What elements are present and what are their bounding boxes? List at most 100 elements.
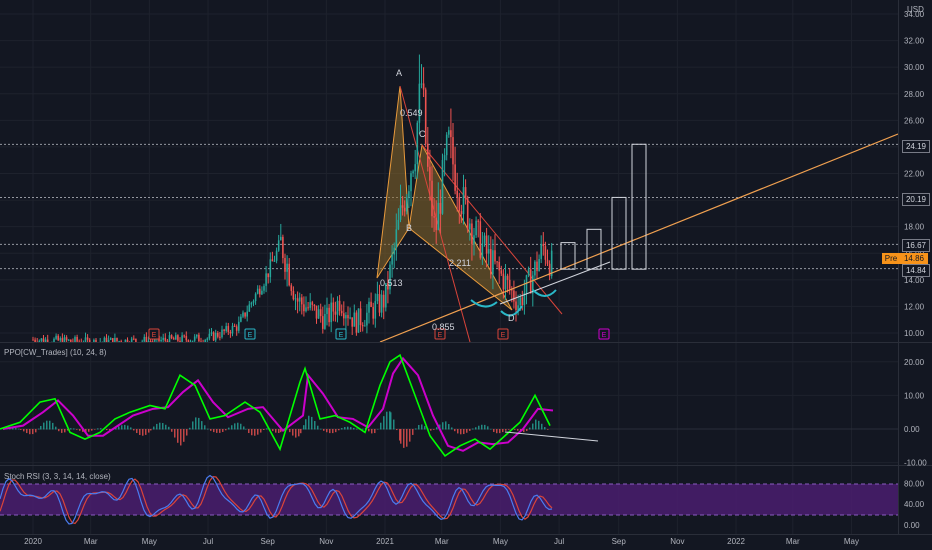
ppo-hist-bar (38, 428, 40, 430)
pattern-ratio-3: 2.211 (449, 258, 471, 268)
price-candles[interactable] (32, 54, 553, 352)
price-tick-label: 30.00 (904, 63, 925, 72)
ppo-hist-bar (150, 429, 152, 431)
candle-body (74, 337, 76, 342)
candle-body (513, 290, 515, 302)
premarket-tag[interactable]: Pre (882, 253, 900, 264)
candle-body (70, 339, 72, 342)
earnings-marker[interactable] (434, 328, 446, 340)
ppo-hist-bar (18, 428, 20, 430)
ppo-hist-bar (323, 429, 325, 431)
candle-body (441, 160, 444, 214)
time-axis[interactable]: 2020 Mar May Jul Sep Nov 2021 Mar May Jul Sep Nov 20… (24, 537, 859, 546)
candle-body (76, 337, 78, 342)
candle-body (479, 221, 482, 258)
ppo-hist-bar (97, 428, 99, 430)
candle-body (466, 198, 469, 230)
ppo-hist-bar (362, 428, 364, 430)
candle-body (206, 338, 209, 341)
ppo-hist-bar (532, 423, 534, 430)
ppo-hist-bar (139, 429, 141, 435)
earnings-marker[interactable] (244, 328, 256, 340)
ppo-hist-bar (499, 429, 501, 434)
ppo-hist-bar (406, 429, 408, 447)
candle-body (204, 340, 206, 342)
candle-body (389, 264, 391, 290)
candle-body (378, 293, 381, 313)
ppo-hist-bar (448, 424, 450, 430)
candle-body (324, 314, 326, 329)
time-tick-label: Sep (612, 537, 627, 546)
arc-3[interactable] (532, 289, 557, 297)
candle-body (370, 301, 372, 307)
candle-body (160, 339, 162, 342)
ppo-hist-bar (347, 426, 349, 430)
ppo-hist-bar (35, 429, 37, 433)
earnings-marker[interactable] (148, 328, 160, 340)
harmonic-pattern-bcd[interactable] (408, 143, 513, 311)
candle-body (502, 273, 505, 290)
price-tag-20-19[interactable]: 20.19 (902, 193, 930, 206)
candle-body (464, 187, 467, 199)
time-tick-label: Mar (786, 537, 800, 546)
arc-1[interactable] (470, 299, 498, 308)
candle-body (210, 332, 213, 334)
candle-body (193, 336, 196, 341)
candle-body (332, 302, 335, 312)
time-tick-label: 2020 (24, 537, 42, 546)
candle-body (177, 335, 179, 341)
earnings-marker[interactable] (497, 328, 509, 340)
candle-body (290, 285, 293, 291)
ppo-hist-bar (424, 426, 426, 430)
candle-body (34, 339, 36, 342)
candle-body (427, 143, 429, 167)
projection-box[interactable] (631, 143, 647, 270)
projection-box[interactable] (611, 196, 627, 270)
ppo-hist-bar (457, 429, 459, 434)
candle-body (123, 344, 125, 345)
candle-body (309, 302, 311, 308)
earnings-marker[interactable] (598, 328, 610, 340)
ppo-hist-bar (64, 429, 66, 433)
projection-box[interactable] (586, 228, 602, 270)
candle-body (126, 339, 129, 342)
stoch-indicator-title[interactable]: Stoch RSI (3, 3, 14, 14, close) (4, 472, 111, 481)
red-trendline-2[interactable] (421, 144, 563, 315)
candle-body (485, 235, 488, 254)
candle-body (225, 326, 227, 331)
currency-label[interactable]: USD (907, 5, 924, 14)
projection-boxes[interactable] (560, 143, 647, 270)
projection-box[interactable] (560, 242, 576, 270)
candle-body (114, 337, 116, 342)
candle-body (61, 338, 64, 342)
price-tag-24-19[interactable]: 24.19 (902, 140, 930, 153)
stoch-tick-label: 40.00 (904, 500, 925, 509)
ppo-hist-bar (260, 429, 262, 433)
orange-trendline[interactable] (379, 133, 898, 342)
arc-2[interactable] (500, 305, 523, 317)
harmonic-pattern-xab[interactable] (376, 85, 410, 279)
ppo-fast-line[interactable] (0, 353, 551, 457)
price-tag-14-84[interactable]: 14.84 (902, 264, 930, 277)
candle-body (277, 240, 280, 251)
price-tag-16-67[interactable]: 16.67 (902, 239, 930, 252)
ppo-hist-bar (436, 427, 438, 430)
candle-body (118, 341, 120, 342)
red-trendline-1[interactable] (399, 85, 471, 342)
ppo-hist-bar (15, 428, 17, 430)
ppo-hist-bar (295, 429, 297, 438)
candle-body (72, 341, 74, 342)
candle-body (49, 344, 51, 345)
earnings-marker[interactable] (335, 328, 347, 340)
stoch-k-line[interactable] (0, 474, 553, 525)
pattern-point-c: C (419, 129, 426, 139)
candle-body (349, 317, 351, 319)
candle-body (286, 263, 288, 272)
ppo-divergence-line[interactable] (504, 431, 599, 442)
ppo-indicator-title[interactable]: PPO[CW_Trades] (10, 24, 8) (4, 348, 107, 357)
ppo-signal-line[interactable] (2, 356, 554, 452)
ppo-hist-bar (148, 429, 150, 433)
candle-body (343, 313, 345, 319)
price-tag-14-86[interactable]: 14.86 (900, 253, 928, 264)
